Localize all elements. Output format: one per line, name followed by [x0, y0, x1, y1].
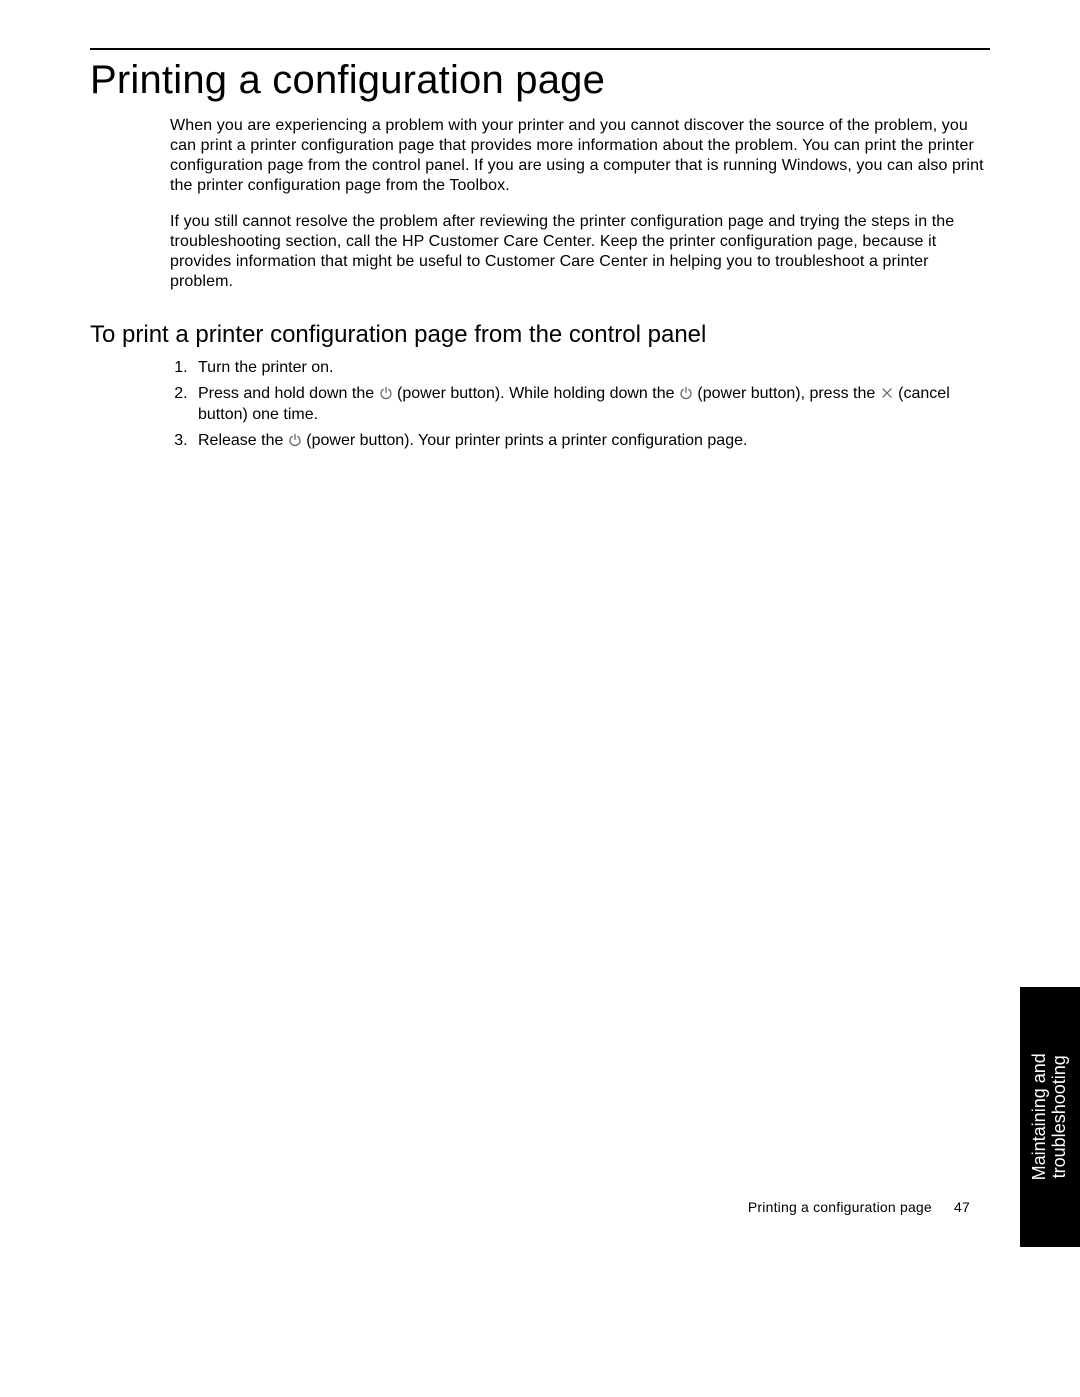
step-item: Release the (power button). Your printer… [192, 431, 990, 451]
body-block: When you are experiencing a problem with… [170, 116, 990, 292]
page-footer: Printing a configuration page 47 [748, 1199, 970, 1215]
footer-label: Printing a configuration page [748, 1199, 932, 1215]
page-title: Printing a configuration page [90, 58, 990, 102]
cancel-icon [880, 386, 894, 400]
section-tab: Maintaining and troubleshooting [1020, 987, 1080, 1247]
intro-paragraph-1: When you are experiencing a problem with… [170, 116, 990, 196]
step-item: Turn the printer on. [192, 358, 990, 378]
section-subhead: To print a printer configuration page fr… [90, 320, 990, 350]
footer-page-number: 47 [954, 1199, 970, 1215]
power-icon [679, 386, 693, 400]
step-item: Press and hold down the (power button). … [192, 384, 990, 425]
step-text: (power button). Your printer prints a pr… [302, 432, 748, 449]
step-text: (power button). While holding down the [393, 385, 679, 402]
top-rule [90, 48, 990, 50]
steps-list: Turn the printer on. Press and hold down… [170, 358, 990, 452]
step-text: Turn the printer on. [198, 359, 333, 376]
step-text: Press and hold down the [198, 385, 379, 402]
section-tab-text: Maintaining and troubleshooting [1030, 1053, 1070, 1180]
step-text: (power button), press the [693, 385, 880, 402]
section-tab-line-1: Maintaining and [1030, 1053, 1050, 1180]
page: Printing a configuration page When you a… [0, 0, 1080, 1397]
section-tab-line-2: troubleshooting [1050, 1053, 1070, 1180]
intro-paragraph-2: If you still cannot resolve the problem … [170, 212, 990, 292]
power-icon [379, 386, 393, 400]
step-text: Release the [198, 432, 288, 449]
content-area: Printing a configuration page When you a… [90, 48, 990, 458]
power-icon [288, 433, 302, 447]
